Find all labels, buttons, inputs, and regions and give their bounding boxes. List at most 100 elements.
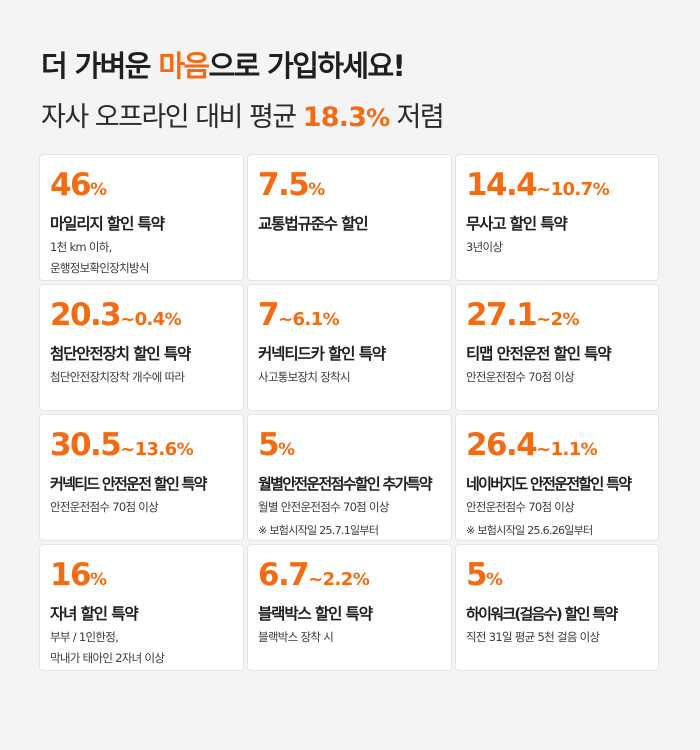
card-desc: 사고통보장치 장착시: [258, 370, 351, 384]
card-desc: 부부 / 1인한정,: [50, 630, 119, 644]
discount-grid: 46% 마일리지 할인 특약 1천 km 이하, 운행정보확인장치방식 7.5% 교통법…: [39, 154, 659, 671]
rate-min: 6.1: [292, 309, 323, 330]
card-title: 커넥티드 안전운전 할인 특약: [50, 475, 207, 493]
discount-rate: 7.5%: [258, 167, 443, 203]
discount-rate: 27.1~2%: [466, 297, 650, 333]
card-desc: 첨단안전장치장착 개수에 따라: [50, 370, 185, 384]
discount-rate: 5%: [466, 557, 650, 593]
card-desc: 블랙박스 장착 시: [258, 630, 334, 644]
card-title: 첨단안전장치 할인 특약: [50, 345, 191, 363]
rate-unit: %: [592, 180, 610, 200]
rate-min: 2.2: [322, 569, 354, 590]
rate-max: 30.5: [50, 427, 122, 463]
headline: 더 가벼운 마음으로 가입하세요!: [41, 44, 681, 88]
card-note: ※ 보험시작일 25.7.1일부터: [258, 524, 379, 537]
rate-max: 5: [466, 557, 488, 593]
discount-rate: 6.7~2.2%: [258, 557, 443, 593]
card-title: 자녀 할인 특약: [50, 605, 139, 623]
card-title: 커넥티드카 할인 특약: [258, 345, 386, 363]
discount-rate: 30.5~13.6%: [50, 427, 235, 463]
rate-max: 6.7: [258, 557, 310, 593]
headline-text-end: 으로 가입하세요!: [208, 49, 406, 83]
discount-card: 46% 마일리지 할인 특약 1천 km 이하, 운행정보확인장치방식: [39, 154, 244, 281]
card-title: 월별안전운전점수할인 추가특약: [258, 475, 433, 493]
rate-min: 2: [550, 309, 564, 330]
discount-rate: 20.3~0.4%: [50, 297, 235, 333]
card-note: ※ 보험시작일 25.6.26일부터: [466, 524, 593, 537]
rate-max: 46: [50, 167, 92, 203]
rate-unit: %: [89, 180, 107, 200]
discount-rate: 26.4~1.1%: [466, 427, 650, 463]
card-desc: 안전운전점수 70점 이상: [466, 500, 575, 514]
rate-min: 1.1: [550, 439, 582, 460]
discount-rate: 5%: [258, 427, 443, 463]
promo-header: 더 가벼운 마음으로 가입하세요! 자사 오프라인 대비 평균 18.3% 저렴: [41, 44, 681, 138]
rate-unit: %: [164, 310, 182, 330]
rate-unit: %: [352, 570, 370, 590]
rate-unit: %: [277, 440, 296, 460]
subheadline-text-end: 저렴: [389, 102, 444, 133]
card-desc: 월별 안전운전점수 70점 이상: [258, 500, 389, 514]
card-title: 교통법규준수 할인: [258, 215, 369, 233]
average-discount: 18.3%: [303, 102, 390, 133]
average-discount-value: 18.3: [302, 102, 367, 133]
card-desc-2: 운행정보확인장치방식: [50, 261, 150, 275]
headline-accent: 마음: [158, 49, 210, 83]
rate-sep: ~: [120, 439, 135, 460]
card-desc: 안전운전점수 70점 이상: [466, 370, 575, 384]
rate-min: 10.7: [550, 179, 594, 200]
rate-sep: ~: [536, 439, 551, 460]
rate-sep: ~: [277, 309, 293, 330]
card-title: 마일리지 할인 특약: [50, 215, 165, 233]
rate-max: 5: [258, 427, 280, 463]
rate-unit: %: [322, 310, 340, 330]
discount-rate: 16%: [50, 557, 235, 593]
card-title: 네이버지도 안전운전할인 특약: [466, 475, 632, 493]
rate-unit: %: [562, 310, 580, 330]
discount-rate: 7~6.1%: [258, 297, 443, 333]
discount-rate: 14.4~10.7%: [466, 167, 650, 203]
average-discount-unit: %: [366, 104, 390, 132]
rate-unit: %: [89, 570, 107, 590]
rate-unit: %: [485, 570, 504, 590]
rate-min: 0.4: [134, 309, 166, 330]
rate-max: 14.4: [466, 167, 538, 203]
rate-max: 26.4: [466, 427, 538, 463]
rate-sep: ~: [120, 309, 135, 330]
rate-sep: ~: [308, 569, 323, 590]
rate-max: 20.3: [50, 297, 122, 333]
rate-unit: %: [580, 440, 598, 460]
card-desc: 1천 km 이하,: [50, 240, 112, 254]
headline-text: 더 가벼운: [41, 49, 159, 83]
rate-unit: %: [308, 180, 326, 200]
rate-max: 27.1: [466, 297, 538, 333]
card-title: 티맵 안전운전 할인 특약: [466, 345, 612, 363]
rate-unit: %: [176, 440, 194, 460]
card-title: 블랙박스 할인 특약: [258, 605, 373, 623]
card-desc: 3년이상: [466, 240, 503, 254]
card-desc: 안전운전점수 70점 이상: [50, 500, 159, 514]
card-title: 무사고 할인 특약: [466, 215, 568, 233]
discount-rate: 46%: [50, 167, 235, 203]
card-desc: 직전 31일 평균 5천 걸음 이상: [466, 630, 600, 644]
rate-max: 16: [50, 557, 92, 593]
rate-max: 7.5: [258, 167, 310, 203]
card-title: 하이워크(걸음수) 할인 특약: [466, 605, 618, 623]
subheadline: 자사 오프라인 대비 평균 18.3% 저렴: [41, 98, 681, 138]
rate-sep: ~: [536, 309, 551, 330]
discount-card: 7.5% 교통법규준수 할인: [247, 154, 452, 281]
rate-sep: ~: [536, 179, 551, 200]
rate-min: 13.6: [134, 439, 178, 460]
card-desc-2: 막내가 태아인 2자녀 이상: [50, 651, 165, 665]
subheadline-text: 자사 오프라인 대비 평균: [41, 102, 303, 133]
discount-card: 14.4~10.7% 무사고 할인 특약 3년이상: [455, 154, 659, 281]
